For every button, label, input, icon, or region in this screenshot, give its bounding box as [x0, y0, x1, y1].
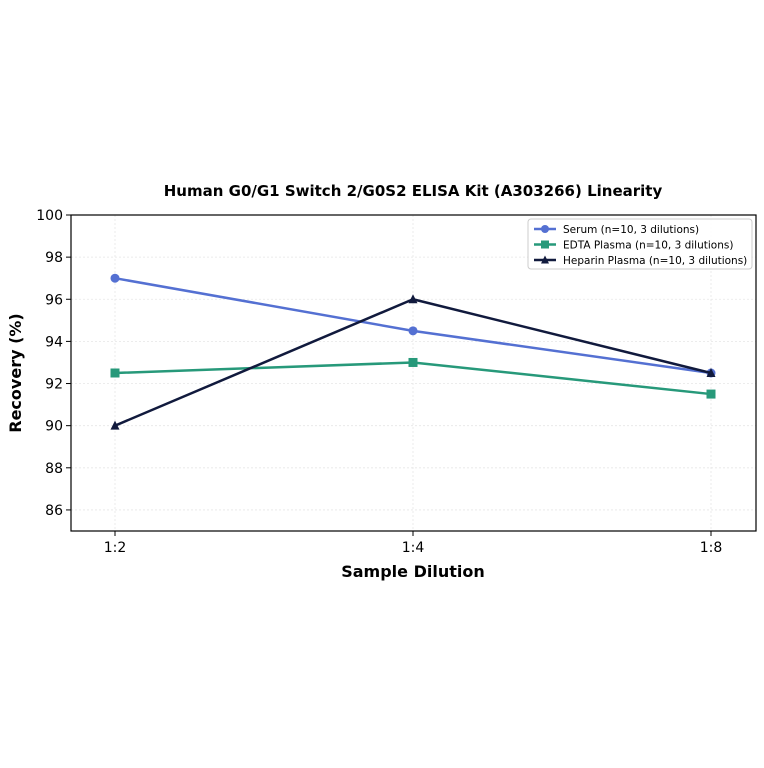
- x-tick-label: 1:8: [700, 540, 723, 556]
- axes: 86 88 90 92 94 96 98 100 1:2 1:4 1:8: [36, 208, 722, 556]
- x-axis-label: Sample Dilution: [341, 562, 485, 581]
- legend-label: Serum (n=10, 3 dilutions): [563, 224, 699, 236]
- y-tick-label: 92: [45, 377, 63, 393]
- y-tick-label: 100: [36, 208, 63, 224]
- data-point-square: [706, 389, 716, 399]
- x-tick-label: 1:4: [402, 540, 425, 556]
- data-point-square: [408, 357, 418, 367]
- y-axis-label: Recovery (%): [6, 313, 25, 432]
- y-tick-label: 94: [45, 334, 63, 350]
- legend: Serum (n=10, 3 dilutions) EDTA Plasma (n=…: [527, 218, 753, 270]
- legend-box: [527, 218, 753, 270]
- data-point-circle: [408, 326, 418, 336]
- series-1: [110, 357, 716, 399]
- data-point-triangle: [110, 420, 120, 430]
- x-tick-label: 1:2: [104, 540, 127, 556]
- series-group: [110, 273, 716, 430]
- data-point-circle: [541, 225, 549, 233]
- series-2: [110, 294, 716, 430]
- y-tick-label: 96: [45, 292, 63, 308]
- legend-label: EDTA Plasma (n=10, 3 dilutions): [563, 240, 733, 252]
- y-tick-label: 86: [45, 503, 63, 519]
- legend-item: EDTA Plasma (n=10, 3 dilutions): [534, 240, 733, 252]
- y-tick-label: 98: [45, 250, 63, 266]
- chart-title: Human G0/G1 Switch 2/G0S2 ELISA Kit (A30…: [164, 182, 663, 200]
- y-tick-label: 88: [45, 461, 63, 477]
- data-point-triangle: [408, 294, 418, 304]
- y-tick-label: 90: [45, 419, 63, 435]
- data-point-square: [541, 240, 549, 249]
- legend-label: Heparin Plasma (n=10, 3 dilutions): [563, 255, 747, 267]
- legend-item: Serum (n=10, 3 dilutions): [534, 224, 699, 236]
- data-point-triangle: [541, 255, 549, 264]
- data-point-square: [110, 368, 120, 378]
- data-point-triangle: [706, 368, 716, 377]
- legend-item: Heparin Plasma (n=10, 3 dilutions): [534, 255, 747, 267]
- plot-frame: [70, 214, 757, 532]
- data-point-circle: [110, 273, 120, 283]
